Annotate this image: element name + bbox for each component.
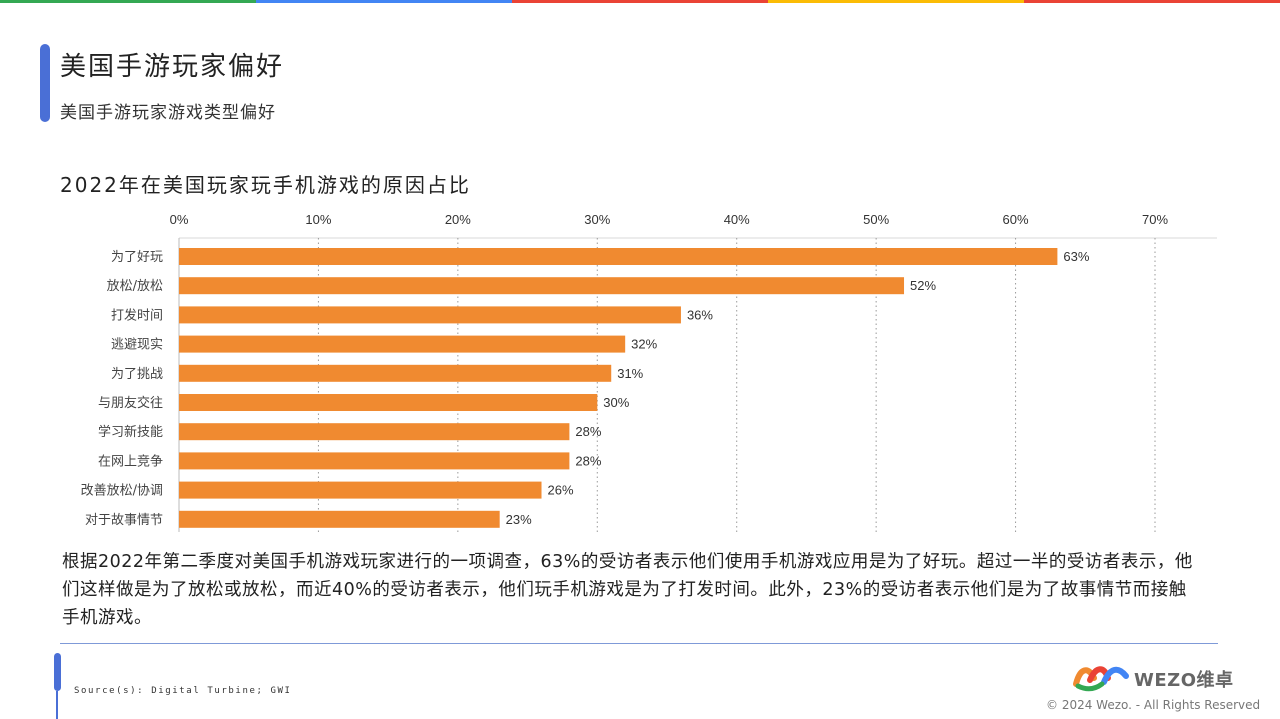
copyright-text: © 2024 Wezo. - All Rights Reserved bbox=[1046, 698, 1261, 712]
x-tick-label: 30% bbox=[584, 212, 610, 227]
category-label: 在网上竞争 bbox=[98, 453, 163, 469]
bar-value-label: 28% bbox=[575, 453, 601, 468]
category-label: 打发时间 bbox=[111, 307, 163, 323]
bar-value-label: 63% bbox=[1063, 249, 1089, 264]
x-tick-label: 0% bbox=[170, 212, 189, 227]
x-tick-label: 70% bbox=[1142, 212, 1168, 227]
top-bar-segment-green bbox=[0, 0, 256, 3]
chart-description: 根据2022年第二季度对美国手机游戏玩家进行的一项调查，63%的受访者表示他们使… bbox=[62, 552, 1193, 628]
logo-text: WEZO维卓 bbox=[1134, 670, 1234, 691]
bar bbox=[179, 277, 905, 295]
x-axis-ticks: 0% 10% 20% 30% 40% 50% 60% 70% bbox=[170, 212, 1169, 227]
wezo-logo-icon bbox=[1073, 666, 1129, 692]
bar-value-label: 30% bbox=[603, 395, 629, 410]
source-note: Source(s): Digital Turbine; GWI bbox=[74, 686, 292, 696]
bar-value-label: 32% bbox=[631, 337, 657, 352]
category-label: 逃避现实 bbox=[111, 338, 163, 353]
category-label: 与朋友交往 bbox=[98, 395, 163, 411]
bar bbox=[179, 481, 542, 499]
top-bar-segment-yellow bbox=[768, 0, 1024, 3]
top-color-bar bbox=[0, 0, 1280, 3]
category-label: 为了好玩 bbox=[111, 250, 163, 265]
top-bar-segment-red-2 bbox=[1024, 0, 1280, 3]
bar bbox=[179, 248, 1058, 265]
x-tick-label: 10% bbox=[305, 212, 331, 227]
bar-value-label: 36% bbox=[687, 307, 713, 322]
chart-title: 2022年在美国玩家玩手机游戏的原因占比 bbox=[60, 173, 471, 197]
bar bbox=[179, 423, 570, 441]
category-label: 为了挑战 bbox=[111, 367, 163, 382]
category-label: 放松/放松 bbox=[107, 279, 163, 294]
category-label: 对于故事情节 bbox=[85, 513, 163, 528]
page-subtitle: 美国手游玩家游戏类型偏好 bbox=[60, 103, 276, 123]
x-tick-label: 40% bbox=[724, 212, 750, 227]
bar bbox=[179, 510, 500, 528]
title-accent-bar bbox=[40, 44, 50, 122]
top-bar-segment-red bbox=[512, 0, 768, 3]
bar-chart: 0% 10% 20% 30% 40% 50% 60% 70% 为了好玩放松/放松打发时间逃避现… bbox=[81, 212, 1217, 532]
footer-accent-bar bbox=[54, 653, 61, 691]
y-axis-categories: 为了好玩放松/放松打发时间逃避现实为了挑战与朋友交往学习新技能在网上竞争改善放松… bbox=[81, 250, 163, 528]
bar-value-label: 26% bbox=[548, 483, 574, 498]
wezo-logo: WEZO维卓 bbox=[1072, 660, 1242, 694]
x-tick-label: 20% bbox=[445, 212, 471, 227]
top-bar-segment-blue bbox=[256, 0, 512, 3]
bar bbox=[179, 394, 598, 411]
bar-value-label: 23% bbox=[506, 512, 532, 527]
bar bbox=[179, 335, 626, 353]
page-title: 美国手游玩家偏好 bbox=[60, 52, 285, 82]
bar bbox=[179, 306, 681, 324]
category-label: 学习新技能 bbox=[98, 424, 163, 440]
bar-value-label: 28% bbox=[575, 424, 601, 439]
bar-value-label: 31% bbox=[617, 366, 643, 381]
category-label: 改善放松/协调 bbox=[81, 483, 163, 499]
x-tick-label: 60% bbox=[1003, 212, 1029, 227]
x-tick-label: 50% bbox=[863, 212, 889, 227]
footer-divider bbox=[60, 643, 1218, 644]
bar-value-labels: 63%52%36%32%31%30%28%28%26%23% bbox=[506, 249, 1090, 527]
bar bbox=[179, 452, 570, 470]
chart-bars bbox=[179, 248, 1058, 528]
footer-accent-line bbox=[56, 691, 58, 719]
bar-value-label: 52% bbox=[910, 278, 936, 293]
bar bbox=[179, 364, 612, 382]
